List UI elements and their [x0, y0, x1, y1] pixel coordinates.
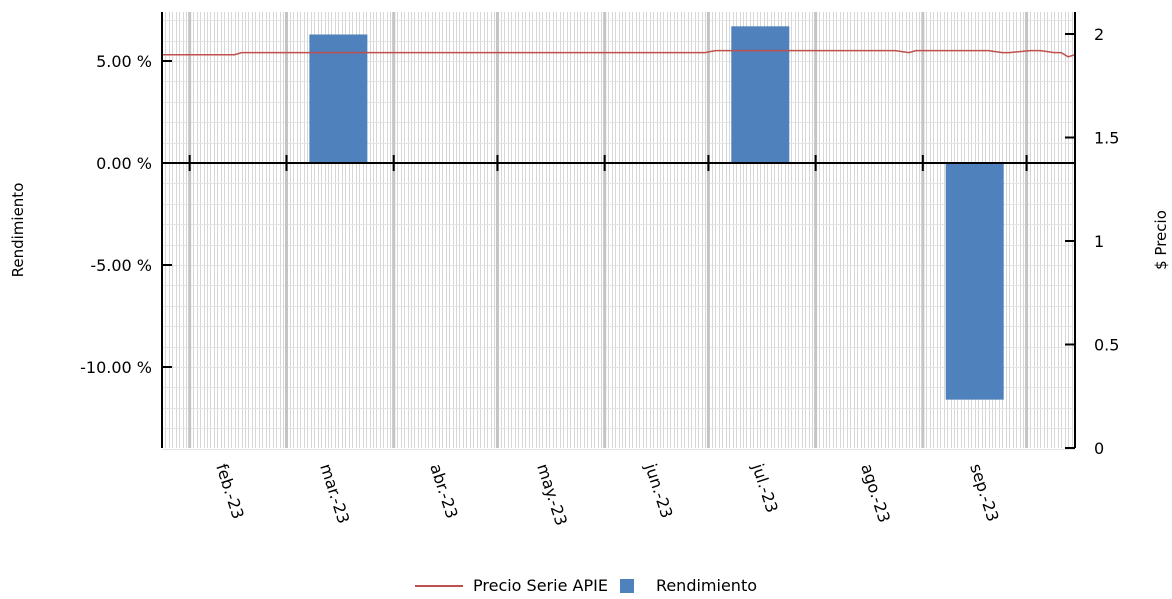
legend-line-marker [415, 584, 463, 587]
y2-tick-label: 1.5 [1094, 129, 1119, 148]
axis-layer [161, 12, 1076, 449]
y2-tick-label: 2 [1094, 25, 1104, 44]
y2-tick-label: 0.5 [1094, 336, 1119, 355]
chart: 5.00 % 0.00 % -5.00 % -10.00 % 2 1.5 1 0.5 0 feb.… [9, 12, 1170, 528]
x-tick-label: mar.-23 [316, 461, 353, 526]
bar [731, 26, 790, 163]
line-layer [162, 49, 1076, 58]
y-axis-title: Rendimiento [9, 183, 27, 278]
y2-tick-label: 0 [1094, 439, 1104, 458]
grid-layer [162, 12, 1076, 450]
y-tick-label: -5.00 % [90, 256, 152, 275]
y-tick-label: -10.00 % [80, 358, 152, 377]
y-tick-label: 5.00 % [96, 52, 152, 71]
legend-label-bars: Rendimiento [655, 576, 757, 595]
x-tick-label: jul.-23 [748, 460, 782, 515]
legend-item-price: Precio Serie APIE [415, 576, 608, 595]
plot-area [162, 12, 1075, 448]
x-tick-label: feb.-23 [212, 461, 248, 521]
y2-axis-title: $ Precio [1152, 210, 1170, 270]
bar-layer [309, 26, 1004, 400]
x-tick-label: jun.-23 [641, 460, 677, 520]
y2-tick-label: 1 [1094, 232, 1104, 251]
price-line [162, 49, 1076, 58]
legend-item-bars: Rendimiento [619, 576, 757, 595]
legend-label-price: Precio Serie APIE [473, 576, 608, 595]
x-tick-label: may.-23 [533, 461, 571, 528]
bar [945, 163, 1004, 400]
legend: Precio Serie APIE Rendimiento [0, 576, 1172, 595]
y-tick-label: 0.00 % [96, 154, 152, 173]
bar [309, 34, 368, 164]
x-tick-label: abr.-23 [426, 461, 461, 520]
legend-bar-swatch [619, 578, 634, 593]
x-tick-label: ago.-23 [857, 461, 894, 525]
x-tick-label: sep.-23 [966, 461, 1002, 524]
